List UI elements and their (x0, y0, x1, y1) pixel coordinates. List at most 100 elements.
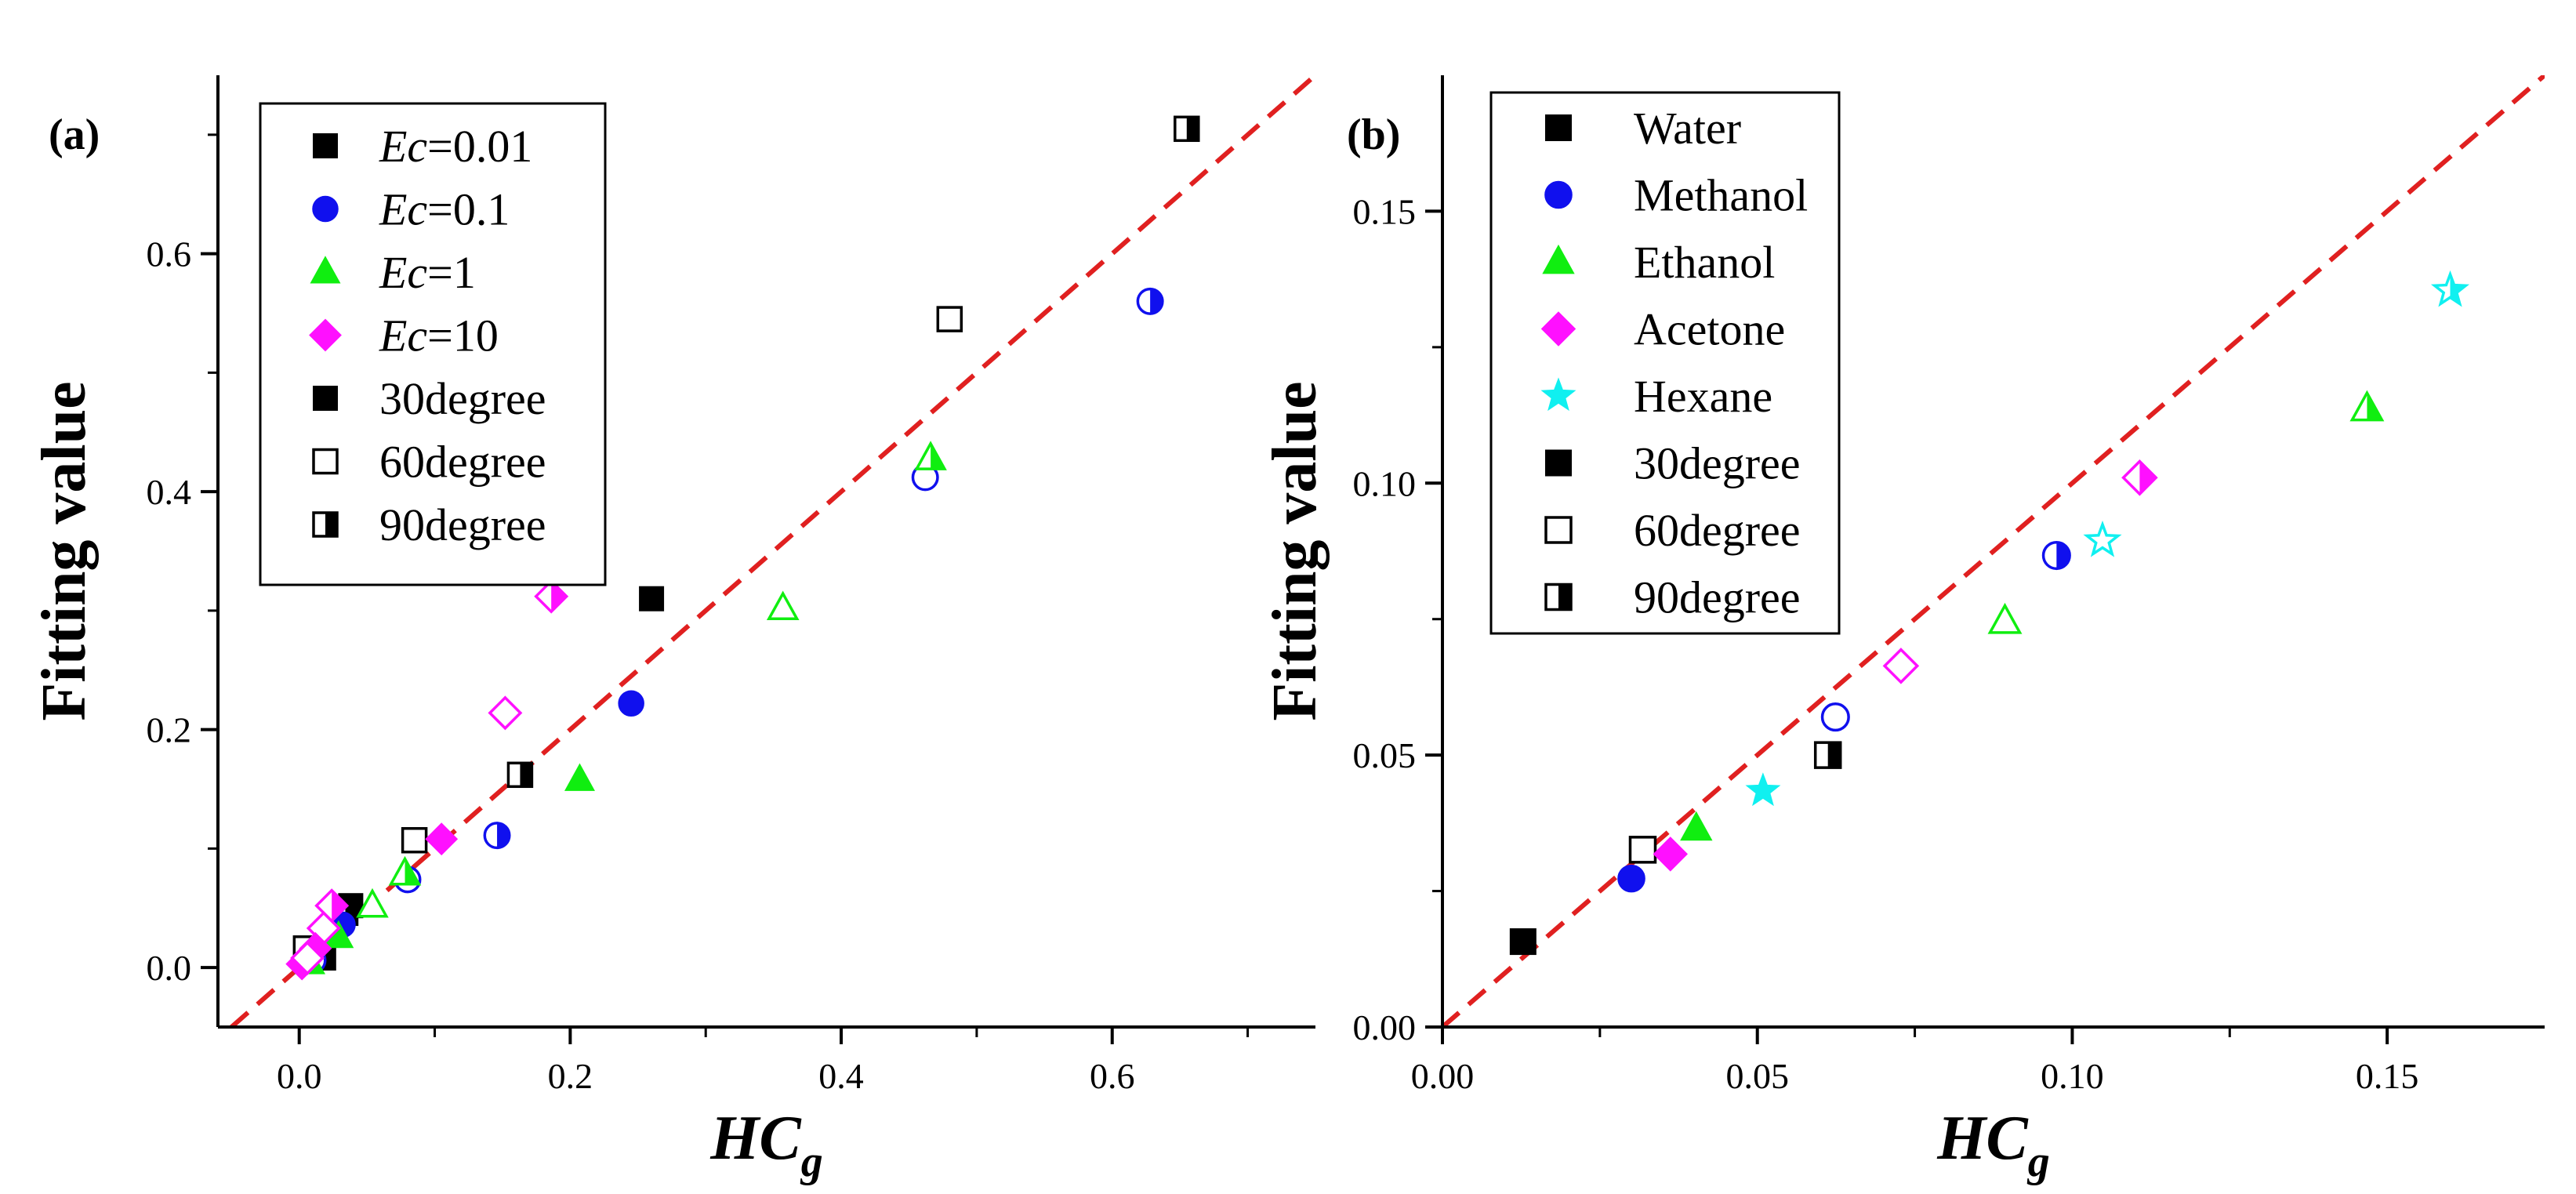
data-point-triangle (356, 887, 389, 918)
legend-item: 30degree (1545, 438, 1801, 489)
legend-marker-circle (1544, 180, 1573, 209)
legend-item: 30degree (313, 373, 546, 424)
legend-label-text: 60degree (1634, 505, 1801, 556)
data-point-diamond (425, 822, 459, 856)
data-point-star (2083, 520, 2122, 557)
data-point-circle (1136, 287, 1164, 315)
data-point-diamond (534, 579, 569, 614)
data-point-square (506, 761, 534, 789)
legend-label: Methanol (1634, 170, 1808, 221)
legend-label: Acetone (1634, 304, 1785, 355)
x-tick-label: 0.05 (1725, 1056, 1789, 1096)
data-point-diamond (2121, 459, 2158, 496)
legend-item: 90degree (1544, 572, 1801, 623)
legend-label: Ec=1 (379, 247, 476, 298)
legend-label-text: 30degree (1634, 438, 1801, 489)
panel-a-legend-box (259, 102, 607, 586)
legend-item: 60degree (1544, 505, 1801, 556)
legend-label-text: Acetone (1634, 304, 1785, 355)
legend-marker-square (313, 133, 338, 158)
y-tick-label: 0.15 (1353, 191, 1417, 231)
panel-a-xlabel-sub: g (800, 1138, 823, 1186)
data-point-circle (1820, 702, 1850, 732)
data-point-triangle (914, 441, 947, 470)
legend-item: Hexane (1540, 371, 1772, 422)
legend-item: Acetone (1540, 304, 1785, 355)
legend-label-text: Water (1634, 103, 1741, 154)
legend-marker-square (1545, 449, 1572, 477)
panel-a-label: (a) (49, 111, 100, 159)
legend-label: Ec=0.1 (379, 184, 510, 235)
x-tick-label: 0.0 (277, 1056, 322, 1096)
legend-item: 90degree (312, 499, 546, 550)
panel-a-points (285, 115, 1200, 981)
data-point-square (1813, 741, 1842, 769)
legend-label: Ec=0.01 (379, 121, 532, 172)
y-tick-label: 0.05 (1353, 735, 1417, 775)
legend-item: Ec=1 (310, 247, 476, 298)
data-point-square (401, 827, 428, 854)
legend-marker-square (312, 511, 339, 538)
data-point-circle (483, 822, 511, 850)
legend-label: 30degree (1634, 438, 1801, 489)
y-tick-label: 0.2 (147, 710, 192, 750)
legend-item: Ethanol (1542, 237, 1775, 288)
panel-a-xlabel: HCg (709, 1104, 823, 1186)
legend-label: Ec=10 (379, 310, 499, 361)
data-point-square (1628, 836, 1657, 864)
data-point-diamond (488, 695, 523, 731)
data-point-square (639, 586, 665, 612)
x-tick-label: 0.6 (1090, 1056, 1135, 1096)
panel-b-label: (b) (1347, 111, 1400, 159)
legend-marker-diamond (1540, 311, 1576, 347)
legend-label-text: 60degree (379, 437, 546, 488)
data-point-star (2430, 270, 2470, 307)
legend-label: Hexane (1634, 371, 1772, 422)
panel-b-xlabel: HCg (1936, 1104, 2050, 1186)
y-tick-label: 0.00 (1353, 1007, 1417, 1047)
data-point-star (1745, 772, 1781, 807)
legend-label: Water (1634, 103, 1741, 154)
y-tick-label: 0.10 (1353, 463, 1417, 503)
legend-label-text: =0.1 (427, 184, 510, 235)
panel-a-ticks: 0.0 0.2 0.4 0.6 0.0 0.2 0.4 0.6 (147, 133, 1250, 1096)
legend-label-prefix: Ec (379, 247, 427, 298)
data-point-diamond (1653, 837, 1689, 872)
legend-label-text: 90degree (379, 499, 546, 550)
data-point-triangle (388, 855, 422, 886)
legend-item: Ec=10 (309, 310, 499, 361)
legend-marker-diamond (309, 318, 342, 352)
panel-b: (b) Fitting value HCg 0.00 0.05 0.10 0.15 0.… (1261, 75, 2545, 1186)
panel-a-ylabel: Fitting value (30, 381, 99, 720)
panel-a-legend: Ec=0.01Ec=0.1Ec=1Ec=1030degree60degree90… (259, 102, 607, 586)
legend-label-text: Hexane (1634, 371, 1772, 422)
data-point-triangle (1680, 811, 1713, 841)
legend-label-text: Methanol (1634, 170, 1808, 221)
legend-marker-square (1544, 516, 1573, 544)
data-point-square (936, 306, 963, 332)
legend-label: 60degree (379, 437, 546, 488)
legend-label-text: =10 (427, 310, 499, 361)
legend-marker-square (313, 386, 338, 411)
legend-label-text: Ethanol (1634, 237, 1775, 288)
x-tick-label: 0.00 (1411, 1056, 1475, 1096)
panel-b-legend: Water Methanol Ethanol Acetone Hexane 30degre… (1489, 91, 1841, 635)
panel-a: (a) Fitting value HCg 0.0 0.2 0.4 0.6 0.0 0.2… (30, 75, 1315, 1186)
x-tick-label: 0.15 (2356, 1056, 2419, 1096)
panel-b-ylabel-text: Fitting value (1261, 381, 1330, 720)
legend-label-text: =0.01 (427, 121, 532, 172)
legend-label-text: 90degree (1634, 572, 1801, 623)
legend-label-text: =1 (427, 247, 476, 298)
legend-item: Ec=0.1 (312, 184, 510, 235)
legend-label: Ethanol (1634, 237, 1775, 288)
legend-marker-circle (312, 195, 339, 223)
legend-label-text: 30degree (379, 373, 546, 424)
y-tick-label: 0.0 (147, 948, 192, 988)
panel-b-xlabel-sub: g (2026, 1138, 2050, 1186)
data-point-diamond (1882, 648, 1920, 684)
legend-label-prefix: Ec (379, 121, 427, 172)
legend-marker-square (1545, 114, 1572, 141)
legend-marker-square (312, 448, 339, 475)
legend-marker-star (1540, 377, 1576, 412)
